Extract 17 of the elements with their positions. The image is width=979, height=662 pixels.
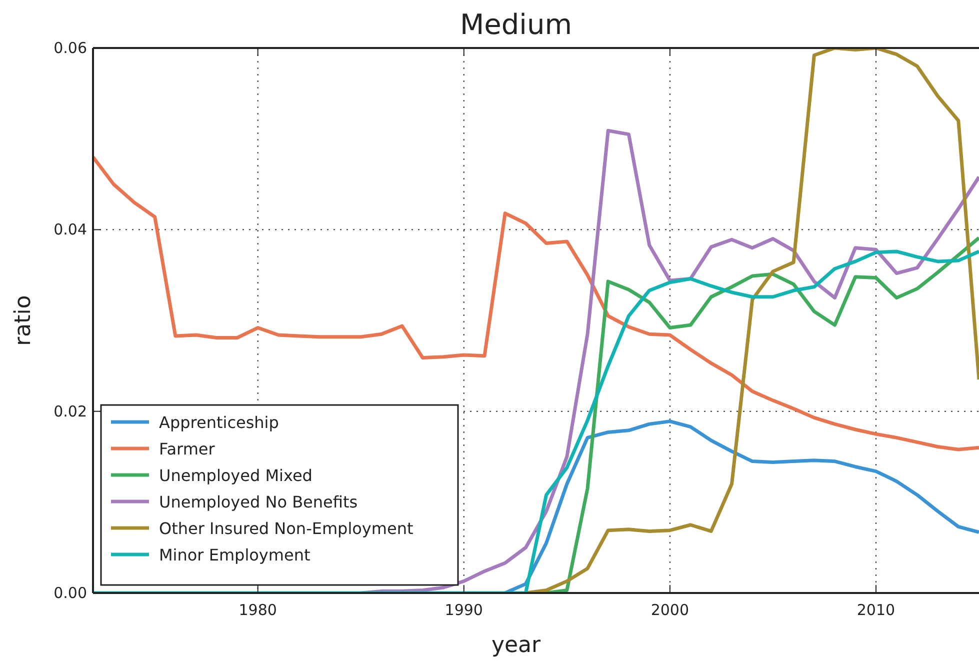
x-tick-label: 1980 [238, 601, 277, 619]
legend-label: Other Insured Non-Employment [159, 519, 414, 538]
y-tick-label: 0.04 [54, 220, 87, 239]
y-tick-label: 0.00 [54, 584, 87, 602]
y-tick-label: 0.02 [54, 402, 87, 420]
chart-title: Medium [460, 8, 572, 41]
x-axis-title: year [491, 633, 542, 658]
legend-label: Minor Employment [159, 546, 310, 564]
x-tick-label: 2010 [856, 601, 896, 619]
x-tick-label: 1990 [444, 601, 483, 619]
legend-label: Unemployed No Benefits [159, 492, 358, 512]
legend-label: Unemployed Mixed [159, 466, 312, 485]
legend-label: Apprenticeship [159, 413, 279, 432]
legend-label: Farmer [159, 440, 216, 458]
x-tick-label: 2000 [650, 601, 690, 619]
y-tick-label: 0.06 [54, 39, 87, 57]
y-axis-title: ratio [11, 295, 36, 346]
